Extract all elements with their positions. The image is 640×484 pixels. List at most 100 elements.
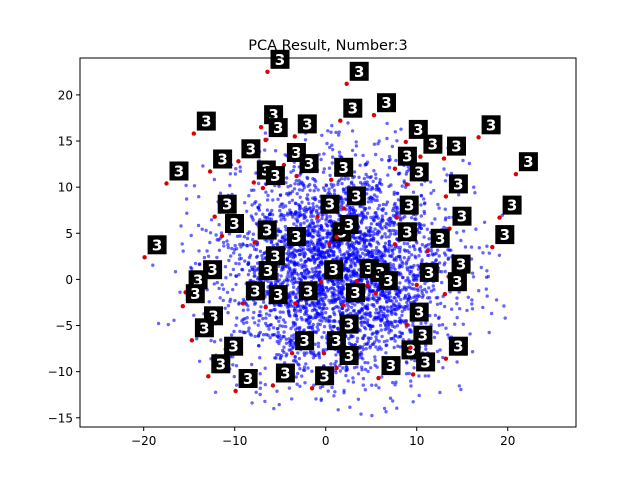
scatter-point	[386, 173, 390, 177]
scatter-point	[287, 310, 291, 314]
scatter-point	[412, 273, 416, 277]
thumbnail-digit: 3	[319, 367, 329, 385]
scatter-point	[316, 256, 320, 260]
thumbnail-digit: 3	[222, 196, 232, 214]
scatter-point	[200, 227, 204, 231]
anchor-point	[404, 322, 409, 327]
scatter-point	[387, 331, 391, 335]
anchor-point	[251, 180, 256, 185]
thumbnail-digit: 3	[263, 262, 273, 280]
scatter-point	[411, 190, 416, 194]
scatter-point	[374, 307, 379, 312]
scatter-point	[368, 229, 372, 233]
scatter-point	[291, 320, 295, 325]
scatter-point	[398, 330, 402, 334]
scatter-point	[374, 294, 379, 298]
scatter-point	[245, 320, 249, 325]
scatter-point	[393, 325, 397, 329]
scatter-point	[265, 239, 269, 243]
thumbnail-digit: 3	[350, 284, 360, 302]
scatter-point	[296, 371, 300, 376]
scatter-point	[392, 303, 396, 307]
scatter-point	[457, 384, 461, 388]
scatter-point	[325, 316, 330, 320]
scatter-point	[384, 351, 388, 355]
scatter-point	[293, 323, 297, 327]
scatter-point	[371, 233, 375, 237]
scatter-point	[342, 280, 346, 284]
scatter-point	[437, 206, 441, 210]
thumbnail-digit: 3	[507, 197, 517, 215]
scatter-point	[274, 315, 278, 319]
scatter-point	[278, 310, 282, 314]
scatter-point	[297, 276, 301, 281]
scatter-point	[297, 356, 302, 361]
anchor-point	[425, 248, 430, 253]
scatter-point	[190, 267, 194, 271]
scatter-point	[266, 193, 270, 198]
scatter-point	[387, 240, 391, 244]
anchor-point	[334, 234, 339, 240]
scatter-point	[197, 195, 201, 199]
scatter-point	[285, 251, 289, 256]
scatter-point	[360, 211, 364, 215]
scatter-point	[396, 172, 401, 176]
scatter-point	[291, 292, 295, 296]
scatter-point	[372, 297, 376, 302]
scatter-point	[349, 305, 354, 309]
scatter-point	[382, 406, 387, 411]
anchor-point	[476, 135, 481, 140]
scatter-point	[457, 193, 461, 197]
scatter-point	[263, 366, 267, 370]
scatter-point	[364, 347, 368, 351]
scatter-point	[371, 331, 375, 335]
scatter-point	[400, 264, 404, 269]
scatter-point	[356, 259, 360, 263]
scatter-point	[385, 136, 389, 141]
scatter-point	[385, 200, 390, 204]
anchor-point	[315, 214, 320, 219]
scatter-point	[389, 244, 394, 248]
scatter-point	[385, 121, 389, 126]
scatter-point	[265, 208, 270, 212]
scatter-point	[266, 279, 270, 284]
scatter-point	[481, 251, 485, 255]
digit-thumbnail: 3	[441, 136, 466, 161]
scatter-point	[374, 245, 379, 250]
scatter-point	[343, 276, 347, 280]
scatter-point	[392, 232, 397, 236]
scatter-point	[481, 305, 485, 310]
scatter-point	[258, 386, 262, 390]
scatter-point	[307, 243, 312, 248]
scatter-point	[268, 336, 272, 340]
scatter-point	[328, 254, 332, 259]
scatter-point	[205, 249, 209, 253]
scatter-point	[371, 230, 375, 234]
scatter-point	[284, 324, 288, 329]
scatter-point	[336, 182, 340, 187]
scatter-point	[197, 359, 202, 363]
scatter-point	[415, 295, 419, 299]
scatter-point	[294, 375, 298, 379]
scatter-point	[392, 296, 396, 300]
scatter-point	[468, 332, 472, 336]
scatter-point	[356, 372, 361, 376]
scatter-point	[380, 158, 384, 162]
scatter-point	[344, 365, 348, 369]
scatter-point	[295, 317, 299, 321]
scatter-point	[471, 275, 476, 279]
y-tick-label: −15	[48, 411, 73, 425]
scatter-point	[441, 355, 445, 360]
scatter-point	[278, 315, 282, 320]
scatter-point	[260, 338, 265, 342]
scatter-point	[467, 161, 472, 166]
scatter-point	[318, 276, 323, 280]
scatter-point	[423, 287, 427, 292]
anchor-point	[443, 194, 449, 199]
scatter-point	[472, 185, 476, 189]
scatter-point	[393, 229, 398, 233]
scatter-point	[332, 394, 336, 398]
scatter-point	[345, 273, 349, 277]
scatter-point	[283, 204, 288, 208]
anchor-point	[263, 304, 268, 310]
